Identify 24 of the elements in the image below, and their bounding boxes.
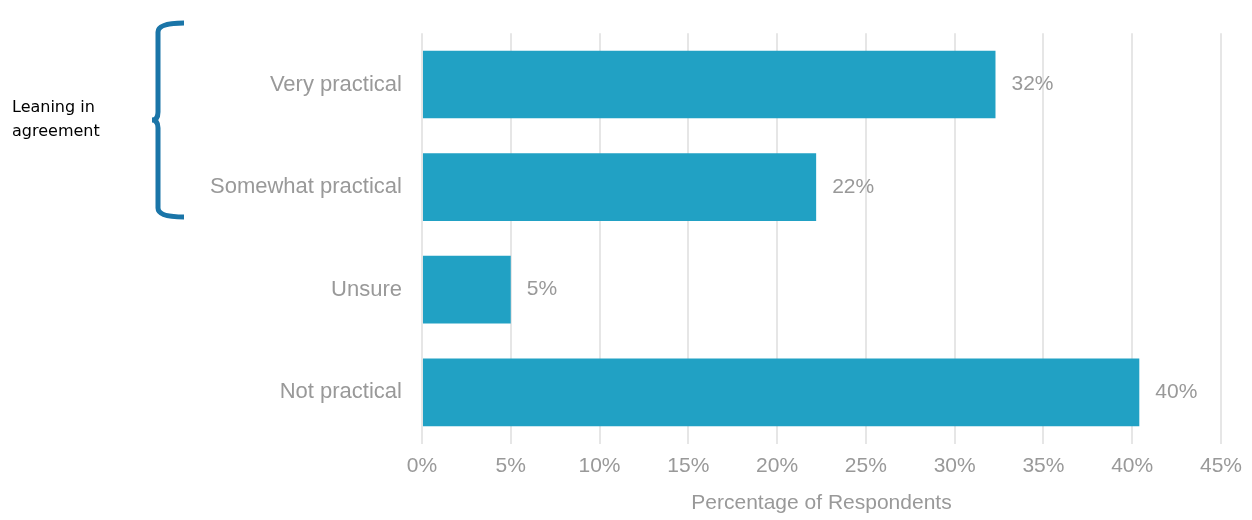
- data-label: 22%: [832, 173, 875, 197]
- y-tick-label: Somewhat practical: [209, 173, 402, 199]
- x-tick-label: 0%: [406, 453, 438, 476]
- x-axis-title: Percentage of Respondents: [691, 490, 952, 514]
- y-tick-label: Not practical: [279, 378, 402, 404]
- x-tick-label: 10%: [578, 453, 621, 476]
- data-label: 32%: [1011, 71, 1054, 95]
- data-label: 5%: [526, 276, 558, 300]
- bar: [422, 358, 1140, 427]
- x-tick-label: 35%: [1022, 453, 1065, 476]
- text: Leaning in agreement: [12, 96, 101, 142]
- y-tick-label: Very practical: [269, 70, 402, 96]
- x-tick-label: 25%: [844, 453, 887, 476]
- bar: [422, 255, 511, 324]
- x-tick-label: 5%: [495, 453, 526, 476]
- x-tick-label: 45%: [1199, 453, 1242, 476]
- x-tick-label: 40%: [1111, 453, 1154, 476]
- bar: [422, 153, 817, 221]
- data-label: 40%: [1155, 379, 1198, 403]
- x-tick-label: 20%: [756, 453, 799, 476]
- y-tick-label: Unsure: [331, 275, 402, 301]
- bar: [422, 50, 996, 119]
- x-tick-label: 15%: [667, 453, 710, 476]
- x-tick-label: 30%: [933, 453, 976, 476]
